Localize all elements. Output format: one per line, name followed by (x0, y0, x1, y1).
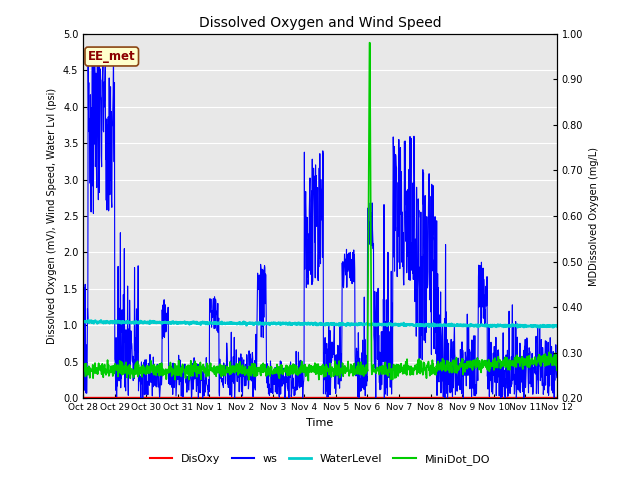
WaterLevel (84, 317, 92, 323)
MiniDot_DO (497, 361, 505, 367)
MiniDot_DO (185, 372, 193, 377)
Legend: DisOxy, ws, WaterLevel, MiniDot_DO: DisOxy, ws, WaterLevel, MiniDot_DO (145, 450, 495, 469)
ws (79, 345, 87, 350)
WaterLevel (455, 323, 463, 329)
MiniDot_DO (365, 40, 373, 46)
DisOxy (497, 395, 504, 400)
Y-axis label: MDDissolved Oxygen (mg/L): MDDissolved Oxygen (mg/L) (589, 146, 598, 286)
ws (238, 382, 246, 388)
Line: MiniDot_DO: MiniDot_DO (83, 43, 557, 381)
Y-axis label: Dissolved Oxygen (mV), Wind Speed, Water Lvl (psi): Dissolved Oxygen (mV), Wind Speed, Water… (47, 88, 58, 344)
MiniDot_DO (173, 372, 181, 378)
ws (553, 375, 561, 381)
ws (456, 365, 463, 371)
Title: Dissolved Oxygen and Wind Speed: Dissolved Oxygen and Wind Speed (198, 16, 442, 30)
DisOxy (553, 395, 561, 400)
DisOxy (173, 395, 181, 400)
DisOxy (185, 395, 193, 400)
DisOxy (79, 395, 87, 400)
ws (497, 393, 505, 398)
Line: ws: ws (83, 50, 557, 398)
ws (185, 387, 193, 393)
ws (394, 224, 401, 230)
WaterLevel (497, 323, 505, 329)
DisOxy (393, 395, 401, 400)
ws (95, 47, 103, 53)
MiniDot_DO (237, 366, 245, 372)
MiniDot_DO (394, 366, 401, 372)
WaterLevel (79, 320, 87, 325)
WaterLevel (394, 322, 401, 328)
Text: EE_met: EE_met (88, 50, 136, 63)
WaterLevel (173, 319, 181, 325)
WaterLevel (553, 323, 561, 329)
ws (173, 376, 181, 382)
X-axis label: Time: Time (307, 418, 333, 428)
ws (199, 396, 207, 401)
DisOxy (455, 395, 463, 400)
DisOxy (237, 395, 245, 400)
WaterLevel (536, 324, 544, 330)
MiniDot_DO (305, 378, 312, 384)
MiniDot_DO (456, 365, 463, 371)
Line: WaterLevel: WaterLevel (83, 320, 557, 327)
WaterLevel (238, 320, 246, 326)
MiniDot_DO (79, 369, 87, 374)
WaterLevel (185, 320, 193, 325)
MiniDot_DO (553, 367, 561, 373)
